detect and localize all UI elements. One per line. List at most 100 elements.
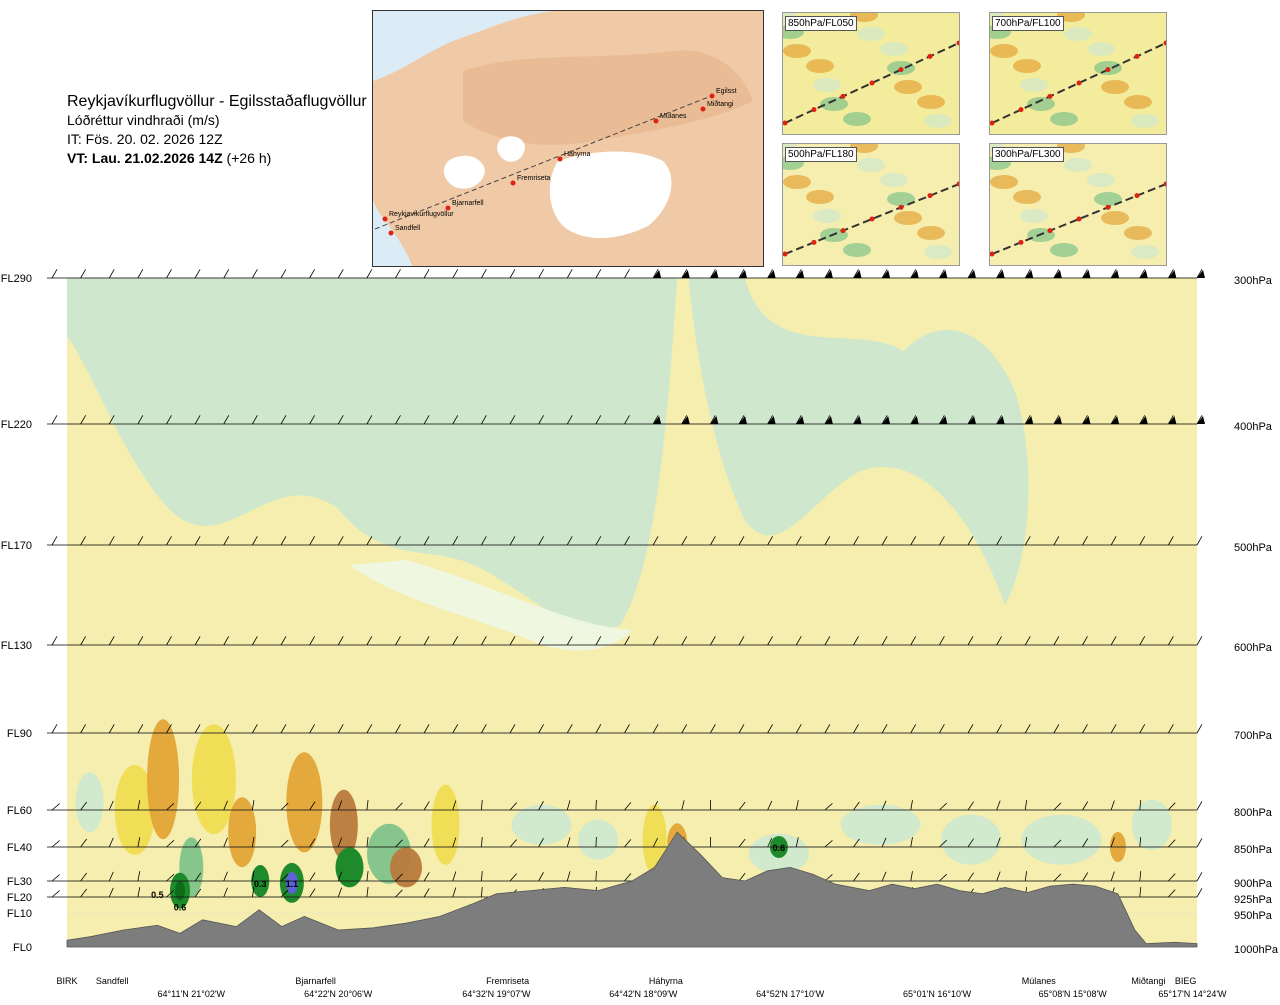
inset-300-svg	[990, 144, 1166, 265]
wind-barb	[395, 269, 401, 279]
glacier-large	[549, 151, 672, 239]
inset-waypoint	[783, 120, 788, 126]
wind-barb	[538, 269, 544, 279]
wind-barb	[280, 889, 289, 898]
inset-blob	[917, 226, 945, 240]
left-level-label: FL30	[7, 876, 32, 888]
inset-waypoint	[1076, 80, 1082, 86]
wind-barb	[251, 800, 255, 811]
inset-blob	[887, 192, 915, 206]
inset-blob	[857, 27, 885, 41]
wind-barb	[1053, 415, 1060, 425]
wind-barb	[939, 415, 945, 425]
wind-barb	[423, 269, 430, 279]
wind-barb	[51, 803, 60, 811]
wind-barb	[366, 536, 373, 546]
wind-barb	[137, 536, 144, 546]
wind-barb	[194, 415, 201, 425]
left-level-label: FL220	[1, 419, 32, 431]
wind-barb	[652, 800, 659, 811]
inset-waypoint	[927, 193, 933, 199]
x-coord-label: 64°42'N 18°09'W	[609, 989, 678, 999]
wind-barb	[967, 872, 974, 882]
wind-barb	[395, 536, 401, 546]
inset-waypoint	[1047, 93, 1053, 99]
inset-blob	[1131, 245, 1159, 259]
left-axis: FL290 FL220 FL170 FL130 FL90 FL60 FL40 FL30 FL20…	[1, 273, 32, 954]
waypoint-label: Sandfell	[395, 225, 421, 232]
x-station-label: Múlanes	[1021, 976, 1056, 986]
wind-barb	[280, 269, 287, 279]
wind-barb	[452, 800, 457, 811]
wind-pennant	[1025, 416, 1034, 424]
wind-pennant	[910, 270, 919, 278]
inset-blob	[1087, 173, 1115, 187]
wind-pennant	[824, 416, 833, 424]
wind-pennant	[939, 416, 948, 424]
field-cell	[941, 814, 1001, 865]
waypoint-label: Reykjavíkurflugvöllur	[389, 211, 454, 218]
wind-barb	[1053, 724, 1060, 734]
map-land-shade	[463, 50, 753, 145]
wind-barb	[910, 269, 917, 279]
wind-barb	[538, 838, 544, 848]
wind-barb	[767, 536, 773, 546]
wind-barb	[1110, 837, 1115, 848]
wind-barb	[881, 269, 888, 279]
wind-barb	[166, 415, 172, 425]
wind-barb	[624, 636, 630, 646]
wind-barb	[996, 536, 1002, 546]
wind-pennant	[853, 416, 862, 424]
x-coord-label: 65°08'N 15°08'W	[1038, 989, 1107, 999]
inset-blob	[1101, 80, 1129, 94]
field-cell	[147, 719, 180, 840]
inset-blob	[894, 211, 922, 225]
wind-barb	[108, 269, 115, 279]
inset-waypoint	[1047, 228, 1053, 234]
wind-barb	[767, 269, 773, 279]
inset-blob	[1124, 226, 1152, 240]
wind-barb	[309, 888, 316, 898]
inset-blob	[1050, 112, 1078, 126]
wind-pennant	[882, 416, 891, 424]
wind-barb	[1024, 837, 1028, 848]
wind-barb	[566, 800, 571, 811]
field-cell	[511, 804, 572, 845]
wind-barb	[280, 724, 287, 734]
wind-barb	[309, 838, 316, 848]
wind-barb	[910, 800, 913, 811]
wind-barb	[1196, 536, 1203, 546]
wind-barb	[366, 415, 373, 425]
wind-barb	[795, 636, 802, 646]
wind-barb	[452, 536, 459, 546]
wind-barb	[309, 872, 316, 882]
wind-barb	[1053, 636, 1060, 646]
wind-barb	[194, 801, 202, 811]
terrain-profile	[66, 831, 1198, 948]
glacier-small-2	[497, 136, 525, 162]
wind-barb	[1139, 636, 1146, 646]
wind-barb	[881, 837, 887, 848]
wind-barb	[738, 801, 746, 811]
wind-barb	[595, 799, 597, 811]
inset-blob	[1131, 114, 1159, 128]
field-cell	[1131, 799, 1172, 850]
inset-blob	[806, 59, 834, 73]
inset-blob	[850, 144, 878, 153]
wind-barb	[366, 724, 373, 734]
field-core	[335, 847, 364, 888]
waypoint-marker	[510, 180, 516, 186]
right-level-label: 600hPa	[1234, 642, 1273, 654]
wind-barb	[1168, 415, 1174, 425]
left-level-label: FL40	[7, 842, 32, 854]
field-cell	[431, 784, 460, 865]
wind-pennant	[853, 270, 862, 278]
wind-barb	[80, 801, 87, 811]
wind-pennant	[1053, 270, 1062, 278]
wind-barb	[366, 800, 369, 811]
plot-area: 0.5 0.6 0.3 1.1 0.6	[47, 269, 1205, 948]
inset-waypoint	[869, 80, 875, 86]
inset-waypoint	[927, 53, 933, 59]
wind-barb	[1168, 269, 1174, 279]
wind-barb	[538, 536, 544, 546]
